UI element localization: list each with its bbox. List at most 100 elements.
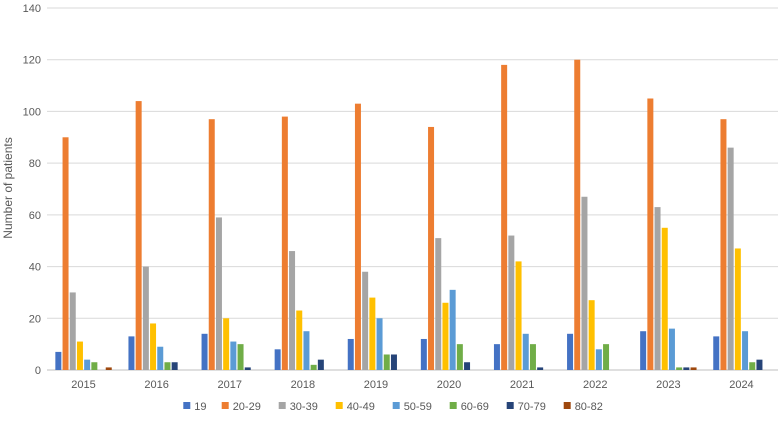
bar-2020-19	[420, 338, 427, 370]
x-tick-label: 2016	[144, 379, 168, 391]
legend-item-40-49: 40-49	[335, 401, 375, 413]
bar-2019-50-59	[376, 318, 383, 370]
bar-2018-70-79	[317, 359, 324, 370]
x-tick-label: 2017	[218, 379, 242, 391]
y-axis-ticks: 0 20 40 60 80 100 120 140	[23, 3, 41, 377]
bar-2024-60-69	[749, 362, 756, 370]
bar-2016-50-59	[157, 346, 164, 370]
legend-item-20-29: 20-29	[221, 401, 261, 413]
bar-2015-20-29	[62, 137, 69, 370]
y-tick-label: 20	[29, 313, 41, 325]
legend-swatch	[278, 402, 286, 409]
bar-2018-30-39	[289, 251, 296, 370]
y-tick-label: 120	[23, 55, 41, 67]
bar-2024-20-29	[720, 119, 727, 370]
y-tick-label: 40	[29, 262, 41, 274]
bar-2023-60-69	[676, 367, 683, 370]
bar-2019-19	[347, 338, 354, 370]
legend-item-70-79: 70-79	[506, 401, 546, 413]
bar-2018-20-29	[281, 116, 288, 370]
x-tick-label: 2021	[510, 379, 534, 391]
y-tick-label: 60	[29, 210, 41, 222]
bar-2015-40-49	[76, 341, 83, 370]
bar-2022-60-69	[603, 344, 610, 370]
legend-item-60-69: 60-69	[449, 401, 489, 413]
bar-2017-19	[201, 333, 208, 370]
bar-2019-40-49	[369, 297, 376, 370]
x-tick-label: 2022	[583, 379, 607, 391]
bar-2020-60-69	[456, 344, 463, 370]
bar-2021-70-79	[537, 367, 544, 370]
legend-label: 40-49	[347, 401, 375, 413]
bar-2017-50-59	[230, 341, 237, 370]
bar-2018-50-59	[303, 331, 310, 370]
bar-2017-60-69	[237, 344, 244, 370]
bar-2016-60-69	[164, 362, 171, 370]
bar-2019-70-79	[390, 354, 397, 370]
legend-swatch	[183, 402, 191, 409]
legend-swatch	[392, 402, 400, 409]
y-tick-label: 100	[23, 106, 41, 118]
bar-2021-40-49	[515, 261, 522, 370]
bar-2016-30-39	[142, 266, 149, 370]
bar-2017-40-49	[223, 318, 230, 370]
y-tick-label: 0	[35, 365, 41, 377]
legend-label: 80-82	[575, 401, 603, 413]
bar-2024-40-49	[734, 248, 741, 370]
legend-label: 20-29	[233, 401, 261, 413]
bar-2023-19	[640, 331, 647, 370]
bar-2023-20-29	[647, 98, 654, 370]
x-tick-label: 2024	[729, 379, 753, 391]
legend: 19 20-29 30-39 40-49 50-59 60-69 70-79 80-82	[183, 401, 603, 413]
legend-swatch	[506, 402, 514, 409]
legend-label: 19	[194, 401, 206, 413]
bar-2019-30-39	[362, 271, 369, 370]
bar-2022-50-59	[595, 349, 602, 370]
bar-2020-20-29	[428, 126, 435, 370]
bar-2022-19	[567, 333, 574, 370]
bar-2020-50-59	[449, 289, 456, 370]
bar-2023-80-82	[690, 367, 697, 370]
bar-2017-70-79	[244, 367, 251, 370]
bar-2015-30-39	[69, 292, 76, 370]
x-axis-ticks: 2015 2016 2017 2018 2019 2020 2021 2022 2023 2024	[71, 379, 753, 391]
bar-2018-60-69	[310, 364, 317, 370]
bar-2017-20-29	[208, 119, 215, 370]
x-tick-label: 2015	[71, 379, 95, 391]
bar-2016-40-49	[150, 323, 157, 370]
bar-2020-40-49	[442, 302, 449, 370]
bar-2020-30-39	[435, 238, 442, 370]
bar-2015-80-82	[105, 367, 112, 370]
legend-swatch	[221, 402, 229, 409]
legend-item-80-82: 80-82	[563, 401, 603, 413]
bar-2019-60-69	[383, 354, 390, 370]
bar-2016-19	[128, 336, 135, 370]
bar-2021-19	[493, 344, 500, 370]
bar-2017-30-39	[215, 217, 222, 370]
bar-2019-20-29	[354, 103, 361, 371]
legend-swatch	[335, 402, 343, 409]
bar-2015-50-59	[84, 359, 91, 370]
bar-2022-30-39	[581, 196, 588, 370]
legend-swatch	[449, 402, 457, 409]
y-tick-label: 140	[23, 3, 41, 15]
bar-2021-60-69	[529, 344, 536, 370]
bar-2021-50-59	[522, 333, 529, 370]
bar-2024-30-39	[727, 147, 734, 370]
legend-label: 70-79	[518, 401, 546, 413]
legend-label: 30-39	[290, 401, 318, 413]
bar-2015-60-69	[91, 362, 98, 370]
legend-item-30-39: 30-39	[278, 401, 318, 413]
legend-label: 60-69	[461, 401, 489, 413]
bar-2018-19	[274, 349, 281, 370]
bar-2016-20-29	[135, 101, 142, 370]
bar-2022-40-49	[588, 300, 595, 370]
legend-item-50-59: 50-59	[392, 401, 432, 413]
bar-2024-19	[713, 336, 720, 370]
bar-2023-30-39	[654, 207, 661, 370]
bar-2023-40-49	[661, 227, 668, 370]
x-tick-label: 2018	[291, 379, 315, 391]
legend-label: 50-59	[404, 401, 432, 413]
x-tick-label: 2019	[364, 379, 388, 391]
